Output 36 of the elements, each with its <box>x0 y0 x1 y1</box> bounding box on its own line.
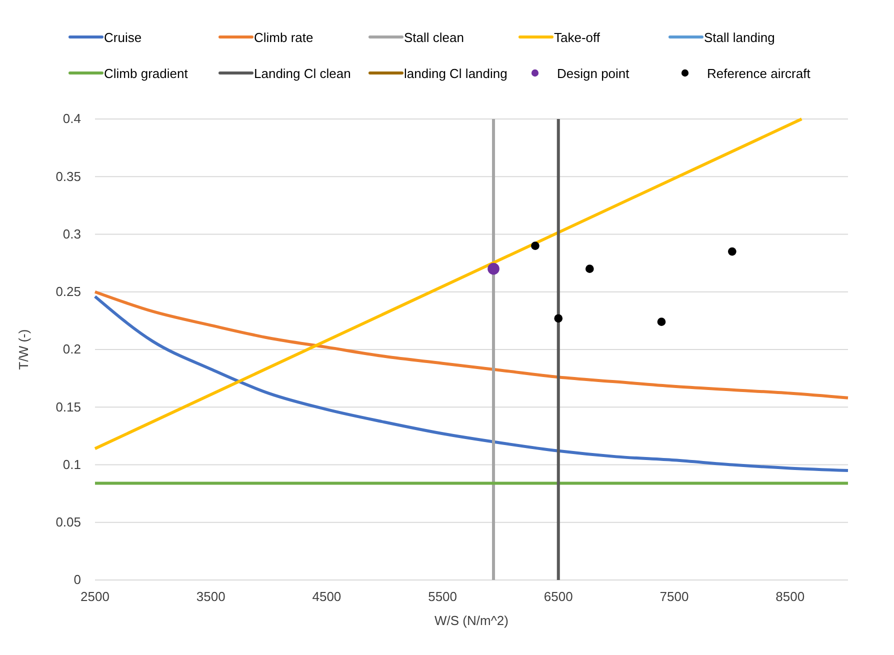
legend-label: Cruise <box>104 30 142 45</box>
point <box>554 314 563 323</box>
x-tick-label: 4500 <box>312 589 342 604</box>
y-tick-label: 0.3 <box>62 226 81 242</box>
y-axis-title: T/W (-) <box>16 329 31 370</box>
y-tick-label: 0.25 <box>56 284 81 300</box>
legend-label: Stall clean <box>404 30 464 45</box>
y-tick-label: 0.05 <box>56 514 81 530</box>
y-tick-label: 0.1 <box>62 456 81 472</box>
legend-label: Take-off <box>554 30 600 45</box>
point <box>585 264 594 273</box>
point <box>488 262 500 275</box>
x-axis-title: W/S (N/m^2) <box>434 613 508 628</box>
line-series <box>94 290 850 400</box>
y-tick-label: 0 <box>74 572 81 588</box>
point <box>531 242 540 250</box>
x-tick-label: 7500 <box>660 589 689 604</box>
line-series <box>94 294 850 472</box>
x-tick-label: 6500 <box>544 589 573 604</box>
legend-label: Climb gradient <box>104 66 188 81</box>
x-tick-label: 3500 <box>196 589 226 604</box>
legend-label: Reference aircraft <box>707 66 811 81</box>
x-tick-label: 8500 <box>776 589 805 604</box>
legend-label: Design point <box>557 66 630 81</box>
legend-label: Climb rate <box>254 30 314 45</box>
y-tick-label: 0.2 <box>62 342 81 357</box>
x-tick-label: 2500 <box>80 589 110 604</box>
legend-label: Landing Cl clean <box>254 66 351 81</box>
x-tick-label: 5500 <box>428 589 457 604</box>
y-tick-label: 0.15 <box>56 399 81 414</box>
y-tick-label: 0.4 <box>62 111 81 126</box>
point <box>657 318 666 326</box>
legend-label: landing Cl landing <box>404 66 508 81</box>
y-tick-label: 0.35 <box>56 168 81 184</box>
point <box>728 247 736 256</box>
legend-label: Stall landing <box>704 30 775 45</box>
